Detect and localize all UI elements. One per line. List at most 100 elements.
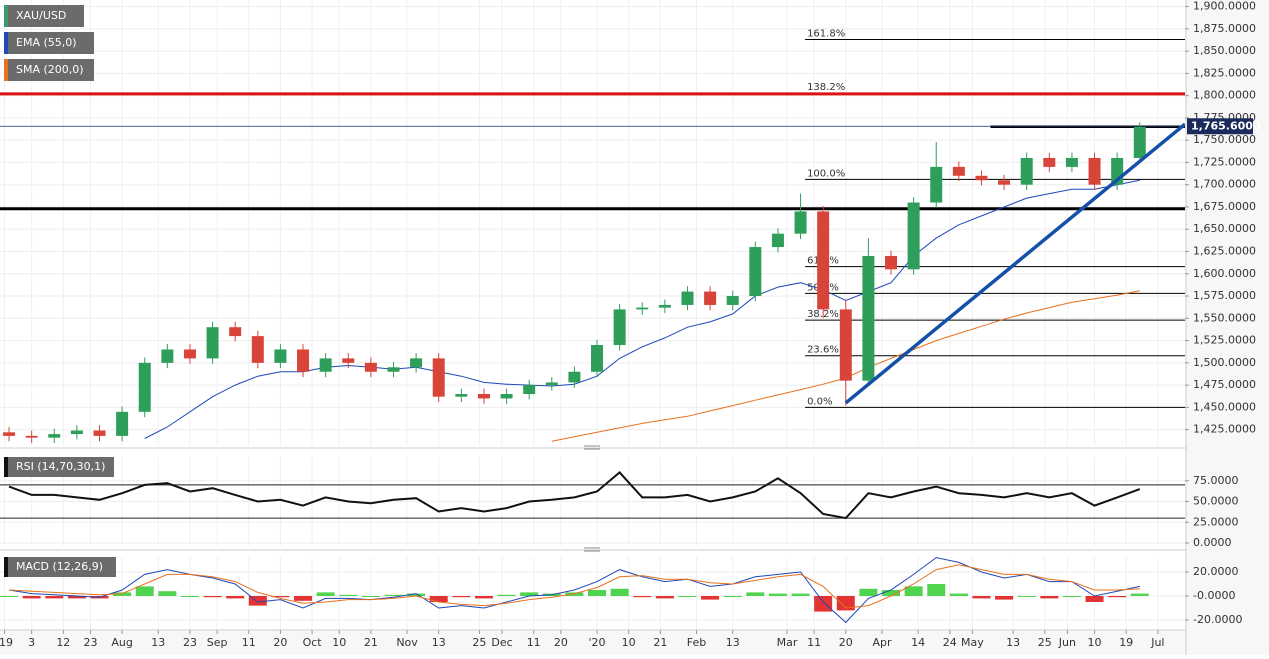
histogram-bar [474,596,493,599]
x-tick-label: Oct [303,636,323,649]
candle-body [1020,157,1033,185]
candle-body [658,304,671,308]
candle-body [636,307,649,310]
histogram-bar [452,596,471,598]
histogram-bar [927,584,946,596]
x-tick-label: 20 [839,636,853,649]
y-tick-label: 1,625.0000 [1193,245,1256,258]
x-tick-label: 13 [726,636,740,649]
candle-body [432,358,445,397]
x-tick-label: 23 [83,636,97,649]
x-tick-label: Apr [872,636,892,649]
y-tick-label: 50.0000 [1193,495,1239,508]
y-tick-label: 1,650.0000 [1193,222,1256,235]
fib-label: 100.0% [807,168,845,179]
y-tick-label: -0.0000 [1193,589,1235,602]
candle-body [48,434,61,438]
y-tick-label: 1,750.0000 [1193,133,1256,146]
x-tick-label: 20 [273,636,287,649]
candle-body [952,166,965,176]
tag-strip [4,557,8,577]
histogram-bar [836,596,855,611]
x-tick-label: 10 [1088,636,1102,649]
tag-label: RSI (14,70,30,1) [16,460,105,473]
y-tick-label: 1,475.0000 [1193,378,1256,391]
x-tick-label: 10 [622,636,636,649]
y-tick-label: 20.0000 [1193,565,1239,578]
x-tick-label: Mar [777,636,798,649]
x-tick-label: 21 [653,636,667,649]
histogram-bar [746,592,765,596]
histogram-bar [158,591,177,596]
y-tick-label: 1,550.0000 [1193,311,1256,324]
x-tick-label: 10 [332,636,346,649]
x-tick-label: '19 [0,636,13,649]
fib-label: 161.8% [807,29,845,40]
candle-body [771,233,784,248]
histogram-bar [678,596,697,597]
x-tick-label: 20 [554,636,568,649]
panel: 161.8%138.2%100.0%61.8%50.0%38.2%23.6%0.… [0,0,1185,446]
histogram-bar [248,596,267,606]
histogram-bar [610,588,629,596]
x-tick-label: 13 [432,636,446,649]
candle-body [749,247,762,297]
indicator-tag[interactable]: XAU/USD [4,5,84,27]
histogram-bar [45,596,64,599]
candle-body [297,349,310,372]
tag-label: XAU/USD [16,9,66,22]
candle-body [342,358,355,363]
candle-body [387,367,400,372]
x-tick-label: May [961,636,984,649]
candle-body [907,202,920,270]
histogram-bar [633,596,652,598]
x-tick-label: 11 [527,636,541,649]
histogram-bar [429,596,448,602]
price-badge-label: 1,765.6000 [1191,119,1261,132]
candle-body [885,255,898,270]
x-tick-label: '20 [589,636,606,649]
candle-body [591,345,604,372]
y-tick-label: 1,500.0000 [1193,356,1256,369]
trendline [844,122,1185,405]
candle-body [410,358,423,368]
y-tick-label: 25.0000 [1193,515,1239,528]
y-tick-label: -20.0000 [1193,613,1242,626]
candle-body [500,394,513,399]
histogram-bar [814,596,833,612]
candle-body [138,362,151,412]
histogram-bar [113,592,132,596]
indicator-tag[interactable]: SMA (200,0) [4,59,94,81]
candle-body [183,349,196,359]
tag-label: MACD (12,26,9) [16,560,103,573]
candle-body [274,349,287,363]
x-tick-label: Feb [687,636,706,649]
candle-body [862,255,875,381]
x-tick-label: Dec [491,636,512,649]
indicator-tag[interactable]: MACD (12,26,9) [4,557,116,577]
price-axis-area [1186,0,1269,655]
tag-box [4,5,84,27]
resize-handle[interactable] [584,547,600,552]
histogram-bar [1062,596,1081,597]
histogram-bar [882,590,901,596]
tag-box [4,557,116,577]
candle-body [455,394,468,397]
histogram-bar [1040,596,1059,599]
indicator-tag[interactable]: RSI (14,70,30,1) [4,457,114,477]
x-tick-label: 25 [472,636,486,649]
y-tick-label: 1,825.0000 [1193,66,1256,79]
histogram-bar [316,592,335,596]
candle-body [1133,126,1146,158]
price-badge [1187,118,1253,135]
candle-body [1088,157,1101,185]
candle-body [726,296,739,305]
histogram-bar [180,596,199,597]
x-tick-label: 11 [807,636,821,649]
indicator-tag[interactable]: EMA (55,0) [4,32,94,54]
candle-body [975,175,988,181]
y-tick-label: 1,725.0000 [1193,155,1256,168]
y-tick-label: 1,600.0000 [1193,267,1256,280]
candle-body [1043,157,1056,167]
